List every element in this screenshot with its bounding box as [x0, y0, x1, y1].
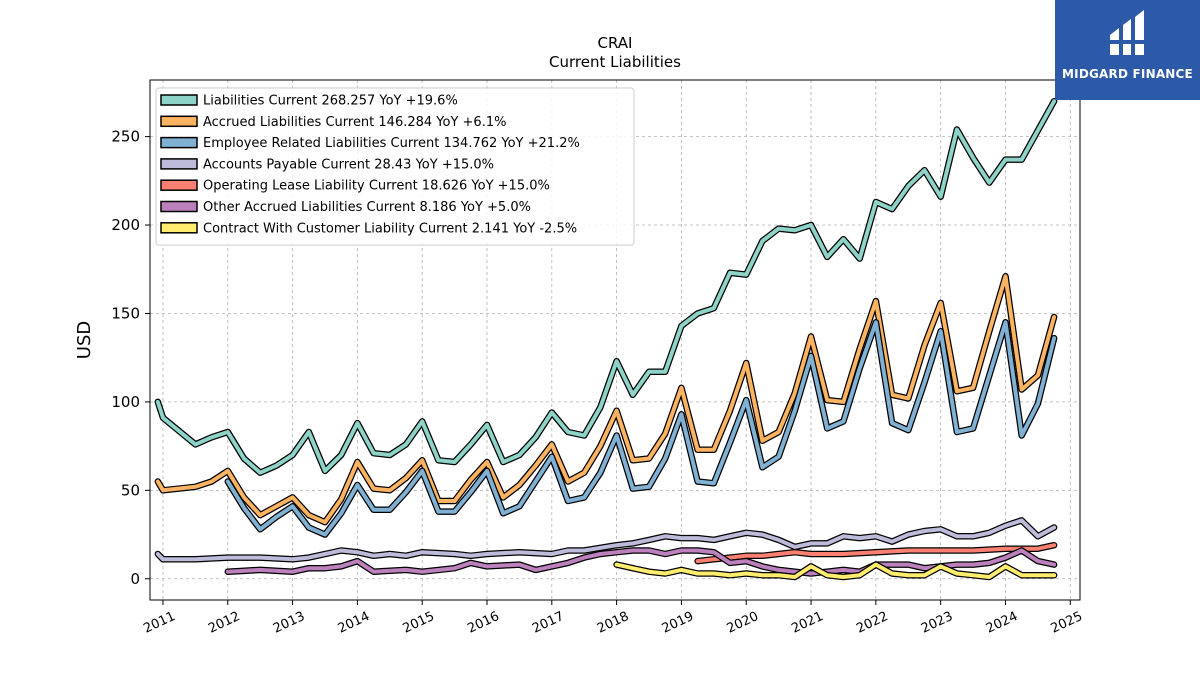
legend-entry: Liabilities Current 268.257 YoY +19.6%	[203, 94, 458, 109]
series-line	[695, 543, 1057, 564]
x-tick-label: 2011	[141, 609, 177, 637]
series-2	[224, 319, 1058, 538]
legend-swatch	[160, 115, 198, 128]
y-tick-label: 150	[111, 304, 140, 322]
y-tick-label: 0	[130, 570, 140, 588]
series-3	[154, 517, 1058, 563]
series-line	[155, 518, 1057, 562]
x-tick-label: 2021	[789, 609, 825, 637]
x-tick-label: 2020	[725, 609, 761, 637]
x-tick-label: 2019	[660, 609, 696, 637]
series-1	[154, 273, 1058, 526]
legend-swatch	[160, 179, 198, 191]
x-tick-label: 2017	[530, 609, 566, 637]
series-4	[694, 541, 1058, 565]
x-tick-label: 2014	[336, 609, 372, 637]
x-tick-label: 2012	[206, 609, 242, 637]
brand-name: MIDGARD FINANCE	[1062, 67, 1193, 81]
y-tick-label: 100	[111, 393, 140, 411]
legend-swatch	[160, 158, 198, 170]
x-tick-label: 2015	[401, 609, 437, 637]
legend-swatch	[160, 222, 198, 234]
x-tick-label: 2023	[919, 609, 955, 637]
legend-entry: Other Accrued Liabilities Current 8.186 …	[203, 200, 531, 215]
legend-swatch	[160, 136, 198, 149]
chart-subtitle: Current Liabilities	[549, 53, 681, 71]
legend-box	[155, 87, 635, 246]
legend-entry: Accrued Liabilities Current 146.284 YoY …	[203, 115, 506, 130]
series-line	[155, 274, 1057, 525]
series-0	[154, 97, 1058, 476]
x-tick-label: 2018	[595, 609, 631, 637]
y-tick-label: 250	[111, 128, 140, 146]
y-tick-label: 200	[111, 216, 140, 234]
x-tick-label: 2016	[465, 609, 501, 637]
legend-entry: Operating Lease Liability Current 18.626…	[203, 179, 550, 194]
x-tick-label: 2013	[271, 609, 307, 637]
series-line	[225, 320, 1057, 537]
series-line	[155, 99, 1057, 475]
y-axis-label: USD	[74, 321, 95, 359]
x-tick-label: 2024	[984, 609, 1020, 637]
legend-entry: Employee Related Liabilities Current 134…	[203, 136, 580, 151]
legend-swatch	[160, 94, 198, 106]
plot-area	[149, 79, 1081, 601]
legend-swatch	[160, 200, 198, 213]
series-6	[613, 561, 1058, 581]
brand-logo: MIDGARD FINANCE	[1055, 0, 1200, 100]
x-tick-label: 2025	[1049, 609, 1085, 637]
legend-entry: Accounts Payable Current 28.43 YoY +15.0…	[203, 157, 494, 172]
chart-title: CRAI	[598, 34, 633, 52]
y-tick-label: 50	[121, 481, 140, 499]
x-tick-label: 2022	[854, 609, 890, 637]
legend-entry: Contract With Customer Liability Current…	[203, 221, 577, 236]
series-line	[614, 562, 1057, 579]
logo-mark-icon	[1107, 10, 1147, 55]
